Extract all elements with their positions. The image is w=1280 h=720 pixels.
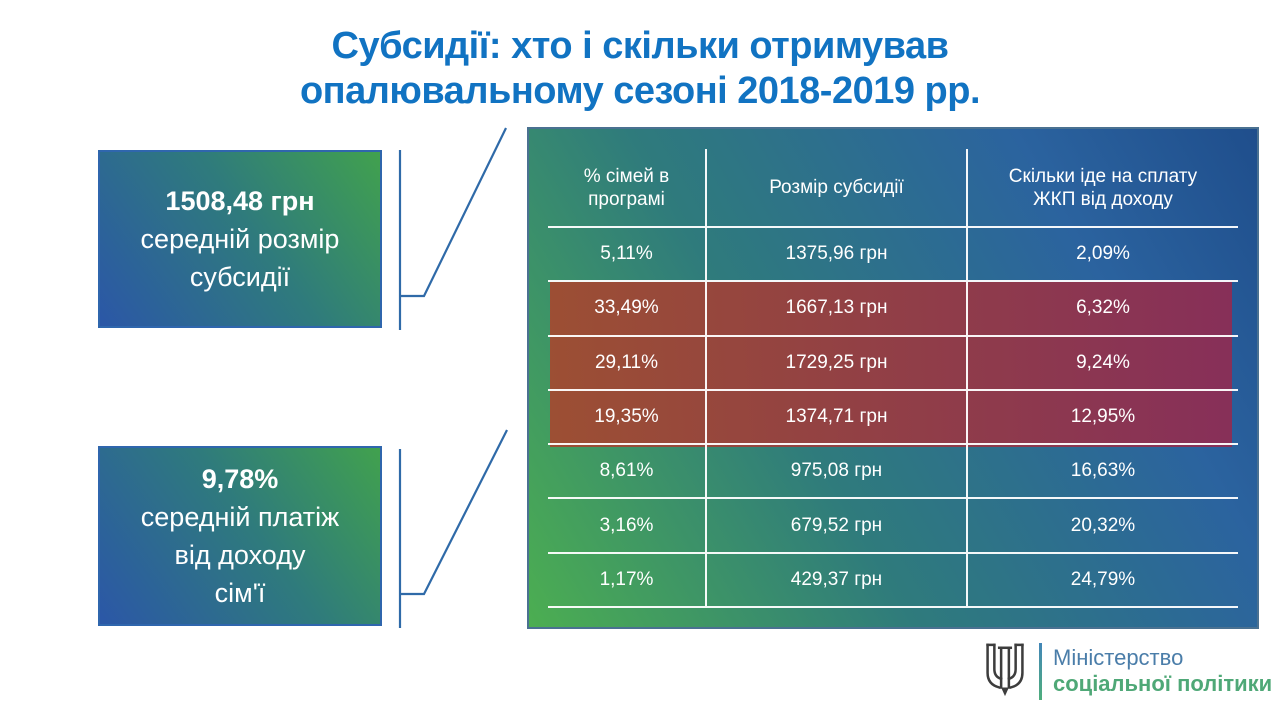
average-subsidy-value: 1508,48 грн [165, 186, 315, 216]
table-row-highlighted: 19,35% 1374,71 грн 12,95% [548, 390, 1238, 446]
table-row-highlighted: 33,49% 1667,13 грн 6,32% [548, 282, 1238, 337]
table-row: 3,16% 679,52 грн 20,32% [548, 499, 1238, 554]
table-cell: 8,61% [548, 445, 707, 498]
ministry-name: Міністерство соціальної політики [1053, 645, 1272, 697]
table-cell: 1667,13 грн [707, 282, 968, 335]
highlighted-rows-overlay [550, 282, 1232, 447]
subsidy-table: % сімей в програмі Розмір субсидії Скіль… [548, 149, 1238, 608]
table-cell: 9,24% [1076, 351, 1130, 373]
ministry-name-line-1: Міністерство [1053, 645, 1184, 670]
callout-average-subsidy: 1508,48 грн середній розмір субсидії [98, 150, 382, 328]
logo-divider [1039, 642, 1042, 700]
average-subsidy-label-line-1: середній розмір [140, 224, 340, 254]
table-header-payment-share: Скільки іде на сплату ЖКП від доходу [1008, 165, 1198, 210]
callout-average-payment: 9,78% середній платіж від доходу сім'ї [98, 446, 382, 626]
connector-2-pointer-line [400, 429, 508, 596]
table-row-highlighted: 29,11% 1729,25 грн 9,24% [548, 336, 1238, 391]
table-cell: 1729,25 грн [707, 336, 968, 389]
ministry-name-line-2: соціальної політики [1053, 671, 1273, 696]
subsidy-table-card: % сімей в програмі Розмір субсидії Скіль… [527, 127, 1259, 629]
slide-title-line-1: Субсидії: хто і скільки отримував [331, 25, 949, 67]
table-cell: 24,79% [1070, 568, 1136, 590]
table-row: 8,61% 975,08 грн 16,63% [548, 445, 1238, 500]
table-cell: 6,32% [1076, 297, 1130, 319]
table-cell: 5,11% [548, 228, 707, 281]
table-cell: 3,16% [548, 499, 707, 552]
slide-title: Субсидії: хто і скільки отримував опалюв… [0, 24, 1280, 114]
connector-1-pointer-line [400, 127, 507, 298]
average-payment-label-line-3: сім'ї [214, 578, 266, 608]
average-payment-label-line-1: середній платіж [140, 502, 340, 532]
table-cell: 33,49% [548, 282, 707, 335]
table-cell: 1375,96 грн [707, 228, 968, 281]
table-cell: 975,08 грн [707, 445, 968, 498]
table-header-row: % сімей в програмі Розмір субсидії Скіль… [548, 149, 1238, 228]
slide-title-line-2: опалювальному сезоні 2018-2019 рр. [299, 70, 981, 112]
ministry-logo: Міністерство соціальної політики [980, 641, 1272, 701]
table-cell: 12,95% [1070, 405, 1136, 427]
table-cell: 19,35% [548, 390, 707, 444]
average-payment-value: 9,78% [201, 464, 279, 494]
table-cell: 1374,71 грн [707, 390, 968, 444]
table-cell: 20,32% [1070, 514, 1136, 536]
table-row: 5,11% 1375,96 грн 2,09% [548, 228, 1238, 283]
table-cell: 2,09% [1076, 243, 1130, 265]
table-cell: 679,52 грн [707, 499, 968, 552]
trident-icon [986, 643, 1024, 697]
table-cell: 16,63% [1070, 460, 1136, 482]
table-header-subsidy-size: Розмір субсидії [707, 149, 968, 226]
average-subsidy-label-line-2: субсидії [189, 262, 291, 292]
table-header-families-share: % сімей в програмі [548, 149, 707, 226]
table-cell: 29,11% [548, 336, 707, 389]
average-payment-label-line-2: від доходу [174, 540, 306, 570]
table-cell: 1,17% [548, 553, 707, 606]
table-row: 1,17% 429,37 грн 24,79% [548, 553, 1238, 608]
table-cell: 429,37 грн [707, 553, 968, 606]
